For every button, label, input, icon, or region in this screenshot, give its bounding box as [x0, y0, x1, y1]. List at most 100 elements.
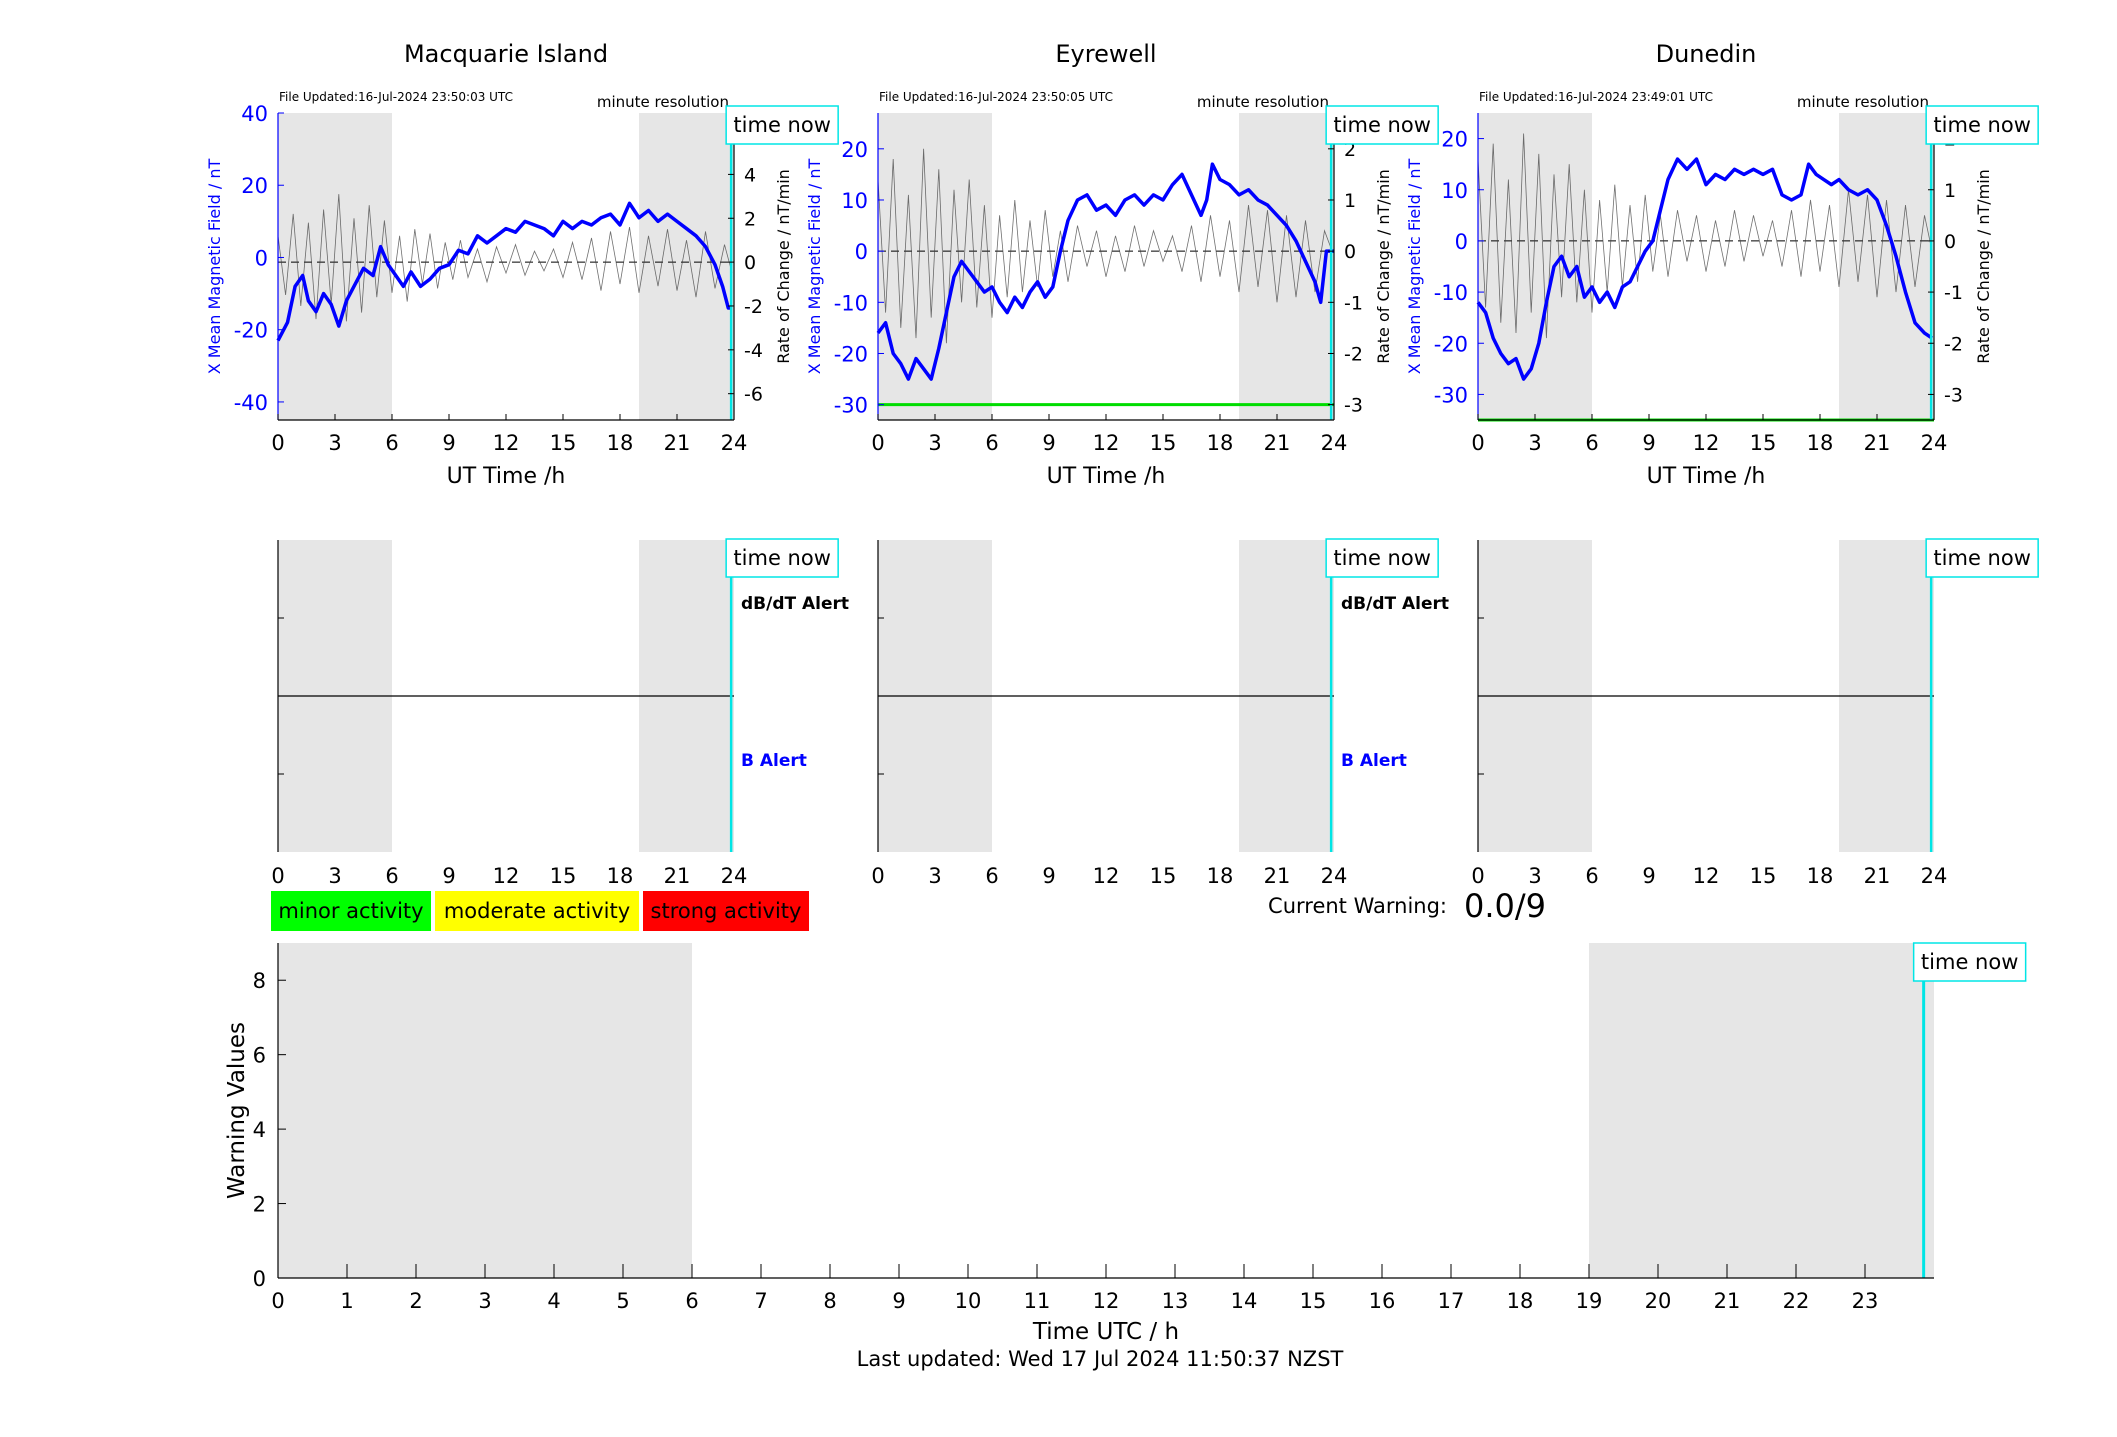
legend-swatch-2	[643, 891, 809, 931]
dbdt-alert-label: dB/dT Alert	[1341, 594, 1449, 614]
night-shade-1	[1839, 113, 1934, 420]
warning-values-chart: 0 1 2 3 4 5 6 7 8 9 10 11 12 13 14 15 16 17 18 19 20 21 22 2302…	[224, 942, 2027, 1345]
x-tick-label: 3	[328, 431, 341, 455]
y-tick-label: -40	[234, 391, 268, 415]
alert-panel-0: 0 3 6 9 12 15 18 21 24 dB/dT Alert B Alert time now	[271, 538, 849, 888]
x-tick-label: 14	[1231, 1289, 1258, 1313]
night-shade-0	[278, 943, 692, 1278]
station-title: Dunedin	[1656, 40, 1757, 68]
x-tick-label: 22	[1783, 1289, 1810, 1313]
time-now-box	[1925, 105, 2039, 145]
x-tick-label: 3	[1528, 864, 1541, 888]
x-tick-label: 16	[1369, 1289, 1396, 1313]
y2-tick-label: -6	[744, 384, 763, 406]
y-axis-label: Warning Values	[224, 1022, 250, 1199]
x-tick-label: 9	[1042, 864, 1055, 888]
x-tick-label: 15	[1300, 1289, 1327, 1313]
x-tick-label: 15	[1150, 431, 1177, 455]
y2-tick-label: -4	[744, 340, 763, 362]
y-tick-label: -20	[234, 319, 268, 343]
x-tick-label: 15	[550, 431, 577, 455]
legend-label-2: strong activity	[651, 899, 802, 923]
station-chart-0: 03691215182124-40-2002040-6-4-20246Macqu…	[205, 40, 839, 489]
current-warning-label: Current Warning:	[1268, 894, 1447, 918]
x-tick-label: 3	[1528, 431, 1541, 455]
activity-legend: minor activity moderate activity strong ac…	[271, 891, 809, 931]
resolution-text: minute resolution	[1197, 93, 1329, 111]
time-now-label: time now	[1333, 113, 1430, 137]
time-now-label: time now	[733, 113, 830, 137]
y-tick-label: -20	[1434, 332, 1468, 356]
dbdt-alert-label: dB/dT Alert	[741, 594, 849, 614]
y-tick-label: 10	[1441, 179, 1468, 203]
y-tick-label: 20	[241, 174, 268, 198]
x-tick-label: 24	[1921, 431, 1948, 455]
b-alert-label: B Alert	[1341, 751, 1407, 771]
x-tick-label: 6	[1585, 431, 1598, 455]
time-now-box	[1325, 538, 1439, 578]
x-tick-label: 12	[1693, 864, 1720, 888]
time-now-label: time now	[1921, 950, 2018, 974]
x-tick-label: 21	[1264, 864, 1291, 888]
file-updated-text: File Updated:16-Jul-2024 23:50:05 UTC	[879, 90, 1113, 104]
x-axis-label: Time UTC / h	[1032, 1319, 1179, 1345]
y-tick-label: 10	[841, 189, 868, 213]
night-shade-1	[1239, 113, 1334, 420]
x-tick-label: 15	[550, 864, 577, 888]
time-now-box	[725, 105, 839, 145]
x-tick-label: 5	[616, 1289, 629, 1313]
x-tick-label: 4	[547, 1289, 560, 1313]
current-warning-value: 0.0/9	[1464, 887, 1546, 925]
x-tick-label: 12	[493, 864, 520, 888]
x-tick-label: 21	[1864, 431, 1891, 455]
x-tick-label: 3	[928, 431, 941, 455]
x-tick-label: 18	[607, 431, 634, 455]
x-tick-label: 12	[1693, 431, 1720, 455]
y-tick-label: 0	[255, 246, 268, 270]
x-tick-label: 3	[928, 864, 941, 888]
x-tick-label: 12	[1093, 1289, 1120, 1313]
x-tick-label: 6	[1585, 864, 1598, 888]
x-tick-label: 6	[385, 431, 398, 455]
night-shade-1	[1589, 943, 1934, 1278]
y2-tick-label: 1	[1344, 190, 1356, 212]
x-tick-label: 24	[1321, 431, 1348, 455]
x-tick-label: 18	[1507, 1289, 1534, 1313]
x-tick-label: 0	[871, 431, 884, 455]
time-now-label: time now	[1933, 546, 2030, 570]
night-shade-0	[878, 113, 992, 420]
x-tick-label: 21	[664, 864, 691, 888]
y-tick-label: 4	[253, 1118, 266, 1142]
x-tick-label: 12	[1093, 431, 1120, 455]
time-now-box	[1325, 105, 1439, 145]
y2-tick-label: 2	[744, 208, 756, 230]
x-tick-label: 9	[1042, 431, 1055, 455]
x-tick-label: 24	[721, 864, 748, 888]
x-tick-label: 1	[340, 1289, 353, 1313]
x-tick-label: 21	[664, 431, 691, 455]
x-tick-label: 12	[1093, 864, 1120, 888]
x-tick-label: 21	[1264, 431, 1291, 455]
y-tick-label: -30	[834, 394, 868, 418]
x-tick-label: 17	[1438, 1289, 1465, 1313]
alert-row-charts: 0 3 6 9 12 15 18 21 24 dB/dT Alert B Alert time now…	[271, 538, 2039, 888]
time-now-box	[1912, 942, 2027, 982]
resolution-text: minute resolution	[1797, 93, 1929, 111]
x-tick-label: 23	[1852, 1289, 1879, 1313]
x-tick-label: 18	[1207, 864, 1234, 888]
y-tick-label: -10	[1434, 281, 1468, 305]
x-axis-label: UT Time /h	[1047, 464, 1166, 489]
x-tick-label: 8	[823, 1289, 836, 1313]
x-tick-label: 0	[271, 431, 284, 455]
y-tick-label: -30	[1434, 383, 1468, 407]
x-tick-label: 0	[271, 1289, 284, 1313]
x-tick-label: 21	[1714, 1289, 1741, 1313]
x-tick-label: 15	[1150, 864, 1177, 888]
x-axis-label: UT Time /h	[1647, 464, 1766, 489]
y2-axis-label: Rate of Change / nT/min	[1374, 169, 1393, 364]
night-shade-1	[639, 113, 734, 420]
x-tick-label: 6	[385, 864, 398, 888]
y-tick-label: 2	[253, 1193, 266, 1217]
legend-swatch-0	[271, 891, 431, 931]
file-updated-text: File Updated:16-Jul-2024 23:49:01 UTC	[1479, 90, 1713, 104]
